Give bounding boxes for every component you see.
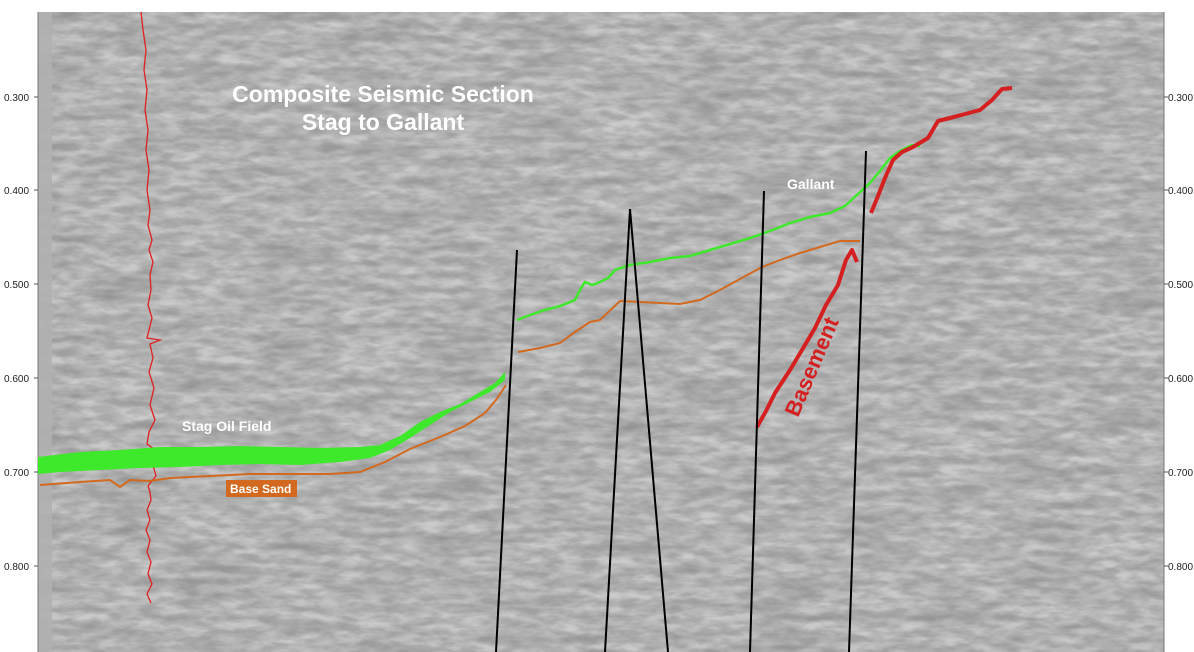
right-tick-label-0500: 0.500 [1168, 280, 1193, 291]
left-tick-label-0500: 0.500 [4, 280, 29, 291]
basement-horizon-upper [869, 86, 1013, 214]
left-tick-label-0600: 0.600 [4, 374, 29, 385]
base-sand-horizon-right [517, 240, 860, 353]
left-tick-label-0400: 0.400 [4, 186, 29, 197]
right-axis: 0.300 0.400 0.500 0.600 0.700 0.800 [1163, 12, 1193, 652]
right-tick-label-0300: 0.300 [1168, 93, 1193, 104]
seismic-image [38, 12, 1164, 652]
right-tick-label-0600: 0.600 [1168, 374, 1193, 385]
top-reservoir-horizon [516, 143, 921, 322]
left-tick-0700: 0.700 [4, 468, 38, 479]
right-tick-0500: 0.500 [1164, 280, 1193, 291]
left-tick-0300: 0.300 [4, 93, 38, 104]
fault-2 [604, 208, 631, 652]
basement-horizon-lower [755, 248, 859, 428]
right-tick-0800: 0.800 [1164, 562, 1193, 573]
base-sand-horizon-left [39, 384, 507, 489]
fault-4 [749, 190, 765, 652]
title-line-2: Stag to Gallant [302, 109, 465, 135]
right-tick-0400: 0.400 [1164, 186, 1193, 197]
base-sand-label-box: Base Sand [226, 480, 297, 497]
stag-reservoir-body [38, 372, 505, 474]
fault-lines [495, 150, 867, 652]
title-line-1: Composite Seismic Section [232, 81, 534, 107]
left-tick-0500: 0.500 [4, 280, 38, 291]
gallant-label: Gallant [787, 176, 835, 192]
fault-5 [848, 150, 867, 652]
left-tick-0400: 0.400 [4, 186, 38, 197]
right-tick-0600: 0.600 [1164, 374, 1193, 385]
base-sand-label: Base Sand [230, 482, 291, 496]
left-tick-label-0700: 0.700 [4, 468, 29, 479]
stag-oil-field-label: Stag Oil Field [182, 418, 271, 434]
left-tick-label-0800: 0.800 [4, 562, 29, 573]
right-tick-label-0800: 0.800 [1168, 562, 1193, 573]
right-tick-0300: 0.300 [1164, 93, 1193, 104]
left-tick-0600: 0.600 [4, 374, 38, 385]
fault-3 [629, 208, 669, 652]
left-tick-label-0300: 0.300 [4, 93, 29, 104]
right-tick-0700: 0.700 [1164, 468, 1193, 479]
right-tick-label-0400: 0.400 [1168, 186, 1193, 197]
right-tick-label-0700: 0.700 [1168, 468, 1193, 479]
left-tick-0800: 0.800 [4, 562, 38, 573]
fault-1 [495, 249, 518, 652]
left-axis: 0.300 0.400 0.500 0.600 0.700 0.800 [4, 12, 39, 652]
well-log-curve [140, 11, 163, 604]
